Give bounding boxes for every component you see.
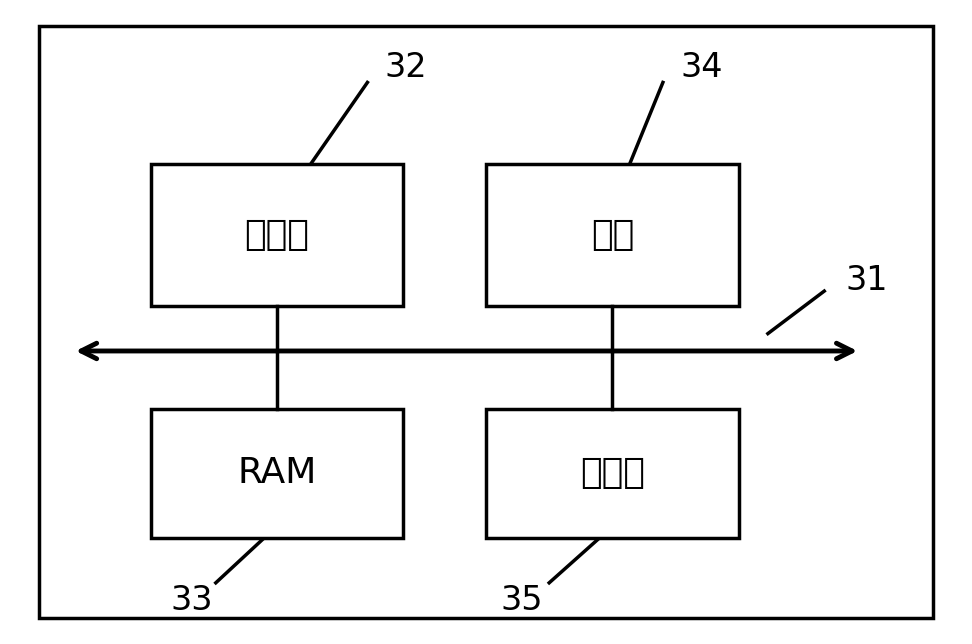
Bar — [486, 409, 739, 538]
Text: 34: 34 — [680, 51, 723, 84]
Text: 32: 32 — [384, 51, 427, 84]
Text: 传感器: 传感器 — [580, 457, 644, 490]
Text: 35: 35 — [501, 583, 543, 617]
Bar — [486, 164, 739, 306]
Bar — [151, 164, 403, 306]
Text: RAM: RAM — [237, 457, 317, 490]
Text: 33: 33 — [170, 583, 213, 617]
Text: 内存: 内存 — [591, 218, 634, 252]
Bar — [151, 409, 403, 538]
Text: 31: 31 — [846, 263, 888, 297]
Text: 处理器: 处理器 — [245, 218, 309, 252]
